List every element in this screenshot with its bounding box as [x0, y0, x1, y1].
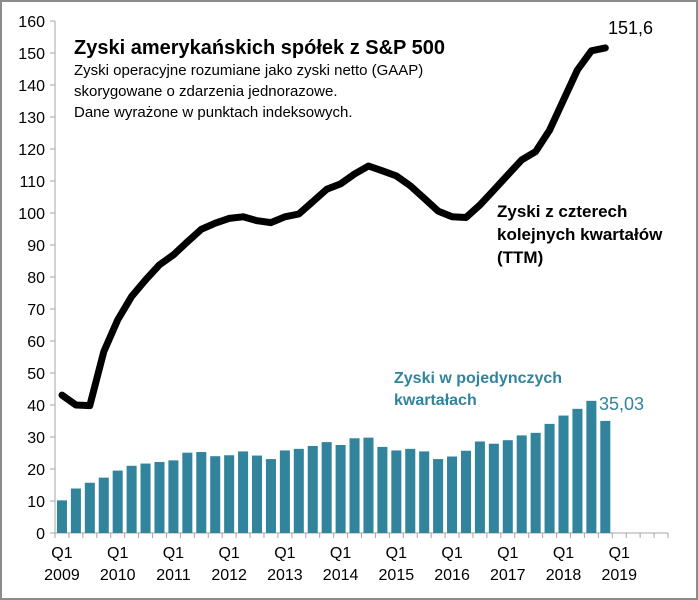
y-tick-label: 140 [18, 78, 45, 95]
bar [516, 435, 527, 533]
x-tick-label-year: 2017 [490, 567, 526, 584]
bar [474, 441, 485, 533]
x-tick-label-quarter: Q1 [386, 545, 407, 562]
bar [321, 442, 332, 533]
bar [433, 459, 444, 533]
x-tick-label-year: 2009 [44, 567, 80, 584]
bar [572, 408, 583, 533]
quarterly-last-value-label: 35,03 [599, 394, 645, 414]
ttm-label-line-2: kolejnych kwartałów [497, 225, 663, 244]
bar [544, 423, 555, 533]
y-tick-label: 50 [27, 366, 45, 383]
y-tick-label: 90 [27, 238, 45, 255]
y-tick-label: 120 [18, 142, 45, 159]
bar [140, 463, 151, 533]
x-tick-label-year: 2013 [267, 567, 303, 584]
y-tick-label: 160 [18, 14, 45, 31]
bar [530, 432, 541, 533]
chart-title: Zyski amerykańskich spółek z S&P 500 [74, 37, 445, 59]
bar [251, 455, 263, 533]
ttm-label-line-3: (TTM) [497, 248, 544, 267]
quarterly-label-line-2: kwartałach [394, 392, 477, 409]
bar [488, 443, 499, 533]
bar [349, 438, 360, 533]
x-tick-label-quarter: Q1 [609, 545, 630, 562]
x-tick-label-year: 2011 [156, 567, 191, 584]
x-tick-label-quarter: Q1 [441, 545, 462, 562]
y-tick-label: 0 [36, 526, 45, 543]
y-tick-label: 130 [18, 110, 45, 127]
line-series [58, 44, 609, 410]
bar [224, 455, 235, 533]
bar-series [56, 400, 611, 533]
x-tick-label-year: 2019 [601, 567, 637, 584]
x-axis: Q1 2009 Q1 2010 Q1 2011 Q1 2012 Q1 2013 Q1 2014 Q1 20… [44, 532, 669, 584]
bar [126, 465, 137, 533]
bar [265, 459, 276, 533]
y-tick-label: 30 [27, 430, 45, 447]
x-tick-label-year: 2010 [100, 567, 136, 584]
x-tick-label-quarter: Q1 [274, 545, 295, 562]
x-tick-label-quarter: Q1 [51, 545, 72, 562]
subtitle-line-2: skorygowane o zdarzenia jednorazowe. [74, 83, 338, 100]
quarterly-label-line-1: Zyski w pojedynczych [394, 370, 563, 387]
ttm-series-label: Zyski z czterech kolejnych kwartałów (TT… [497, 200, 662, 269]
bar [182, 452, 193, 533]
title-block: Zyski amerykańskich spółek z S&P 500 Zys… [74, 36, 445, 123]
x-tick-label-year: 2018 [546, 567, 582, 584]
bar [586, 400, 597, 533]
bar [293, 448, 304, 533]
y-axis: 0 10 20 30 40 50 60 70 80 90 100 110 120 130 140 150 160 [18, 14, 56, 543]
bar [238, 451, 249, 533]
bar [70, 488, 81, 533]
bar [600, 420, 611, 533]
bar [84, 482, 95, 533]
bar [558, 415, 569, 533]
x-tick-label-quarter: Q1 [553, 545, 574, 562]
ttm-last-value-label: 151,6 [608, 18, 654, 38]
y-tick-label: 20 [27, 462, 45, 479]
x-tick-label-quarter: Q1 [218, 545, 239, 562]
bar [196, 452, 207, 533]
x-tick-label-year: 2015 [379, 567, 415, 584]
x-tick-label-quarter: Q1 [330, 545, 351, 562]
bar [391, 450, 402, 533]
bar [363, 437, 374, 533]
bar [154, 461, 165, 533]
ttm-label-line-1: Zyski z czterech [497, 202, 628, 221]
bar [112, 470, 123, 533]
ttm-line [58, 44, 609, 410]
bar [335, 445, 346, 533]
bar [98, 477, 109, 533]
bar [377, 446, 388, 533]
y-tick-label: 10 [27, 494, 45, 511]
bar [56, 500, 67, 533]
bar [210, 456, 221, 533]
bar [279, 450, 290, 533]
x-tick-label-quarter: Q1 [107, 545, 128, 562]
y-tick-label: 110 [19, 174, 45, 191]
y-tick-label: 100 [18, 206, 45, 223]
bar [460, 450, 472, 533]
quarterly-series-label: Zyski w pojedynczych kwartałach [394, 368, 562, 412]
bar [307, 445, 318, 533]
bar [168, 460, 179, 533]
subtitle-line-1: Zyski operacyjne rozumiane jako zyski ne… [74, 62, 424, 79]
bar [502, 440, 513, 533]
y-tick-label: 40 [27, 398, 45, 415]
x-tick-label-year: 2016 [434, 567, 470, 584]
y-tick-label: 70 [27, 302, 45, 319]
x-tick-label-quarter: Q1 [163, 545, 184, 562]
y-tick-label: 60 [27, 334, 45, 351]
bar [405, 448, 416, 533]
y-tick-label: 150 [18, 46, 45, 63]
subtitle-line-3: Dane wyrażone w punktach indeksowych. [74, 104, 353, 121]
bar [447, 456, 458, 533]
x-tick-label-year: 2012 [211, 567, 247, 584]
y-tick-label: 80 [27, 270, 45, 287]
bar [419, 451, 430, 533]
x-tick-label-quarter: Q1 [497, 545, 518, 562]
x-tick-label-year: 2014 [323, 567, 359, 584]
